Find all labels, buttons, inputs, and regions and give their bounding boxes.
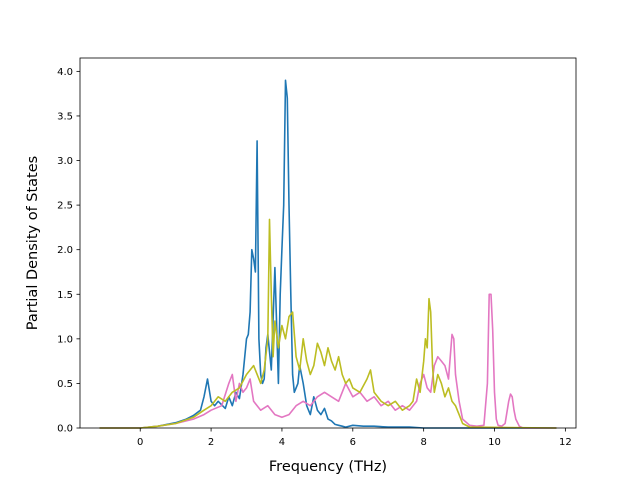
y-tick-label: 0.5: [57, 379, 73, 390]
series-layer: [99, 79, 557, 429]
x-tick-label: 4: [279, 437, 285, 448]
y-tick-label: 0.0: [57, 424, 73, 435]
x-tick-label: 10: [488, 437, 501, 448]
x-tick-label: 6: [350, 437, 356, 448]
y-tick-label: 2.0: [57, 245, 73, 256]
plot-frame: [79, 57, 577, 429]
x-tick-label: 0: [137, 437, 143, 448]
y-tick-label: 3.0: [57, 156, 73, 167]
y-tick-label: 1.0: [57, 334, 73, 345]
y-axis-label: Partial Density of States: [25, 156, 41, 330]
series-line-2: [99, 218, 557, 429]
x-axis-label: Frequency (THz): [269, 459, 387, 475]
x-axis-ticks: 0 2 4 6 8 10 12: [137, 428, 572, 448]
plot-area: [80, 58, 576, 428]
x-tick-label: 12: [559, 437, 572, 448]
y-tick-label: 3.5: [57, 111, 73, 122]
y-tick-label: 2.5: [57, 201, 73, 212]
y-tick-label: 1.5: [57, 290, 73, 301]
y-axis-ticks: 0.0 0.5 1.0 1.5 2.0 2.5 3.0 3.5 4.0: [57, 67, 80, 435]
x-tick-label: 2: [208, 437, 214, 448]
x-tick-label: 8: [420, 437, 426, 448]
series-line-1: [99, 293, 557, 429]
y-tick-label: 4.0: [57, 67, 73, 78]
series-line-0: [99, 79, 557, 429]
